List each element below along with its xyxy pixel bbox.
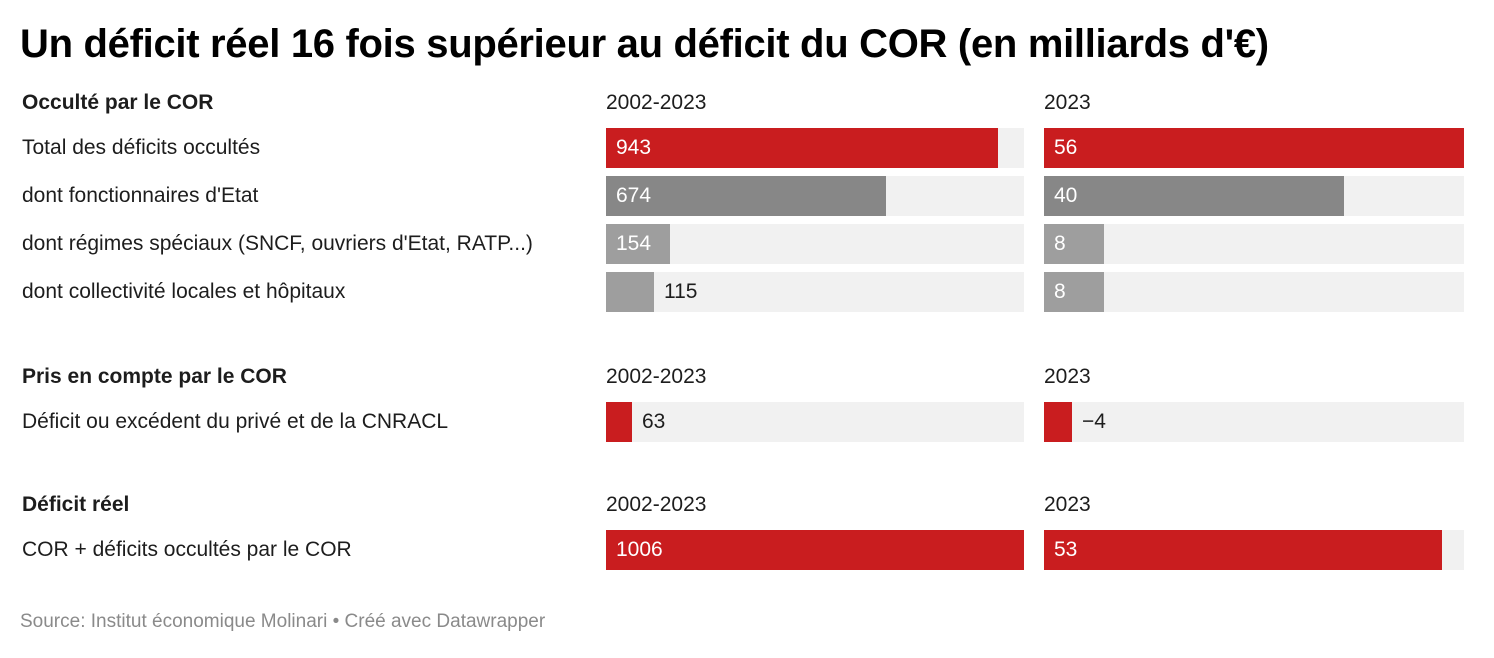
column-header: 2002-2023 — [606, 493, 707, 516]
value-label: 53 — [1054, 538, 1078, 561]
bar — [606, 176, 886, 216]
value-label: 943 — [616, 136, 652, 159]
row-label: dont fonctionnaires d'Etat — [22, 184, 259, 207]
section-heading: Déficit réel — [22, 493, 130, 516]
bar-track: 8 — [1044, 224, 1464, 264]
bar-track: 115 — [606, 272, 1024, 312]
column-header: 2002-2023 — [606, 365, 707, 388]
bar-track: 8 — [1044, 272, 1464, 312]
row-label: dont régimes spéciaux (SNCF, ouvriers d'… — [22, 232, 533, 255]
value-label: 8 — [1054, 232, 1066, 255]
bar-track: 943 — [606, 128, 1024, 168]
bar — [606, 128, 998, 168]
row-label: Total des déficits occultés — [22, 136, 261, 159]
bar — [606, 272, 654, 312]
value-label: 63 — [642, 410, 666, 433]
bar-track: 56 — [1044, 128, 1464, 168]
column-header: 2002-2023 — [606, 91, 707, 114]
column-header: 2023 — [1044, 91, 1091, 114]
section-heading: Occulté par le COR — [22, 91, 214, 114]
bar — [606, 224, 670, 264]
bar-track: 154 — [606, 224, 1024, 264]
bar — [1044, 402, 1072, 442]
bar — [606, 402, 632, 442]
value-label: 115 — [664, 280, 698, 303]
bar — [1044, 224, 1104, 264]
column-header: 2023 — [1044, 365, 1091, 388]
bar-track: 63 — [606, 402, 1024, 442]
bar — [1044, 272, 1104, 312]
value-label: 40 — [1054, 184, 1078, 207]
bar — [606, 530, 1024, 570]
value-label: 8 — [1054, 280, 1066, 303]
bar-track: −4 — [1044, 402, 1464, 442]
bar-track: 674 — [606, 176, 1024, 216]
column-header: 2023 — [1044, 493, 1091, 516]
row-label: Déficit ou excédent du privé et de la CN… — [22, 410, 449, 433]
bar-track: 40 — [1044, 176, 1464, 216]
source-note: Source: Institut économique Molinari • C… — [20, 611, 546, 632]
value-label: 154 — [616, 232, 652, 255]
chart-title: Un déficit réel 16 fois supérieur au déf… — [20, 22, 1269, 66]
bar-track: 1006 — [606, 530, 1024, 570]
value-label: 56 — [1054, 136, 1078, 159]
bar-track: 53 — [1044, 530, 1464, 570]
value-label: 1006 — [616, 538, 663, 561]
bar — [1044, 176, 1344, 216]
row-label: COR + déficits occultés par le COR — [22, 538, 352, 561]
bar — [1044, 128, 1464, 168]
row-label: dont collectivité locales et hôpitaux — [22, 280, 346, 303]
value-label: 674 — [616, 184, 652, 207]
value-label: −4 — [1082, 410, 1106, 433]
section-heading: Pris en compte par le COR — [22, 365, 287, 388]
bar — [1044, 530, 1442, 570]
